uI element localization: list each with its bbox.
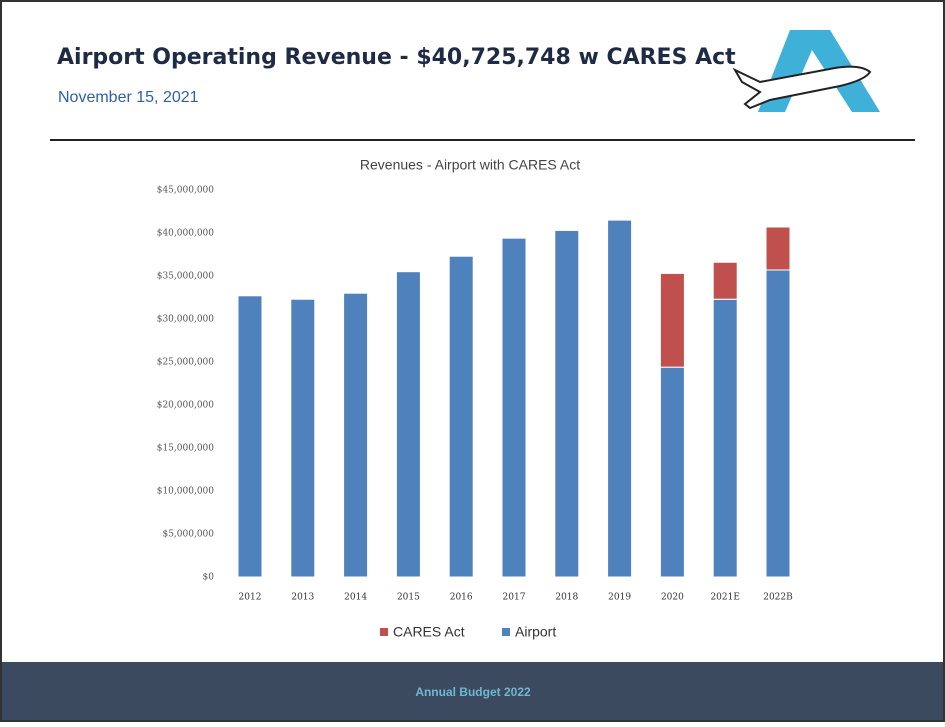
bar-segment (554, 229, 580, 578)
y-tick-label: $5,000,000 (162, 530, 214, 540)
bar-segment (765, 226, 791, 271)
y-tick-label: $0 (203, 573, 215, 583)
bar-segment (395, 271, 421, 578)
legend-label: Airport (515, 624, 556, 640)
bar-segment (712, 298, 738, 578)
legend-swatch (380, 628, 388, 636)
y-tick-label: $30,000,000 (157, 315, 215, 325)
slide-subtitle: November 15, 2021 (58, 89, 199, 106)
logo (732, 30, 880, 112)
y-tick-label: $10,000,000 (157, 487, 215, 497)
x-tick-label: 2019 (608, 593, 631, 603)
x-tick-label: 2012 (239, 593, 262, 603)
y-tick-label: $35,000,000 (157, 272, 215, 282)
legend-swatch (502, 628, 510, 636)
y-tick-label: $40,000,000 (157, 229, 215, 239)
bar-segment (659, 272, 685, 368)
footer-band (2, 662, 943, 720)
bar-segment (237, 295, 263, 578)
slide-title: Airport Operating Revenue - $40,725,748 … (57, 45, 736, 70)
x-tick-label: 2021E (710, 593, 739, 603)
x-tick-label: 2022B (763, 593, 793, 603)
x-tick-label: 2015 (397, 593, 420, 603)
y-tick-label: $25,000,000 (157, 358, 215, 368)
y-tick-label: $45,000,000 (157, 186, 215, 196)
footer-text: Annual Budget 2022 (415, 685, 531, 699)
x-tick-label: 2016 (450, 593, 473, 603)
bar-segment (765, 269, 791, 578)
bar-segment (712, 261, 738, 300)
plot: $0 $5,000,000 $10,000,000 $15,000,000 $20,00… (157, 186, 793, 640)
bar-segment (607, 219, 633, 578)
bar-segment (448, 255, 474, 578)
x-tick-label: 2017 (503, 593, 526, 603)
bar-segment (501, 237, 527, 578)
x-tick-label: 2014 (344, 593, 367, 603)
y-tick-label: $15,000,000 (157, 444, 215, 454)
x-tick-label: 2020 (661, 593, 684, 603)
legend-label: CARES Act (393, 624, 465, 640)
bar-segment (659, 366, 685, 578)
bar-segment (290, 298, 316, 578)
x-tick-label: 2013 (291, 593, 314, 603)
y-tick-label: $20,000,000 (157, 401, 215, 411)
x-tick-label: 2018 (555, 593, 578, 603)
chart-title: Revenues - Airport with CARES Act (360, 157, 580, 173)
bar-segment (343, 292, 369, 578)
